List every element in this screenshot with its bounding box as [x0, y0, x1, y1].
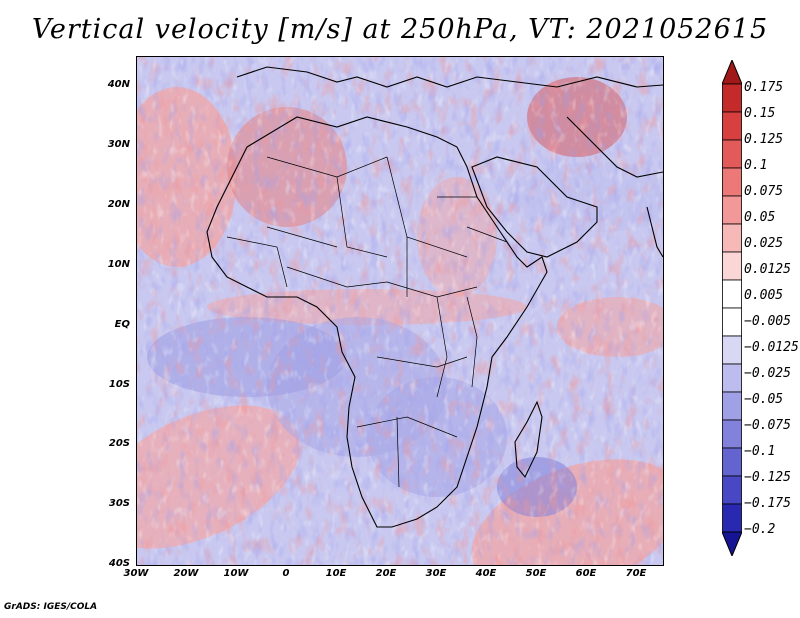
lon-label: 20W [173, 568, 199, 579]
colorbar-segment [722, 307, 742, 337]
colorbar-segment [722, 363, 742, 393]
colorbar-label: −0.125 [744, 470, 791, 485]
lat-label: 20N [107, 199, 130, 210]
colorbar-segment [722, 503, 742, 533]
colorbar-label: 0.005 [744, 288, 784, 303]
footer-credit: GrADS: IGES/COLA [4, 602, 98, 612]
lon-label: 30E [425, 568, 447, 579]
country-borders [226, 156, 508, 488]
colorbar-label: 0.05 [744, 210, 776, 225]
colorbar-label: −0.005 [744, 314, 791, 329]
colorbar-label: 0.15 [744, 106, 776, 121]
colorbar-label: −0.05 [744, 392, 784, 407]
colorbar-segment [722, 167, 742, 197]
colorbar-label: 0.1 [744, 158, 768, 173]
lon-label: 10W [223, 568, 249, 579]
lon-label: 40E [475, 568, 497, 579]
colorbar-label: 0.175 [744, 80, 784, 95]
colorbar-segment [722, 391, 742, 421]
colorbar-segment [722, 251, 742, 281]
colorbar-segment [722, 335, 742, 365]
lat-label: 30N [107, 139, 130, 150]
colorbar-label: −0.075 [744, 418, 791, 433]
colorbar [722, 60, 742, 556]
lat-label: 20S [108, 438, 130, 449]
lon-label: 20E [375, 568, 397, 579]
lat-label: 40S [108, 558, 130, 569]
colorbar-label: 0.075 [744, 184, 784, 199]
colorbar-top-arrow [722, 60, 742, 85]
lon-label: 30W [123, 568, 149, 579]
colorbar-segment [722, 195, 742, 225]
lon-label: 0 [282, 568, 290, 579]
lat-label: 30S [108, 498, 130, 509]
lon-label: 10E [325, 568, 347, 579]
colorbar-label: 0.0125 [744, 262, 791, 277]
colorbar-segment [722, 223, 742, 253]
colorbar-label: −0.2 [744, 522, 776, 537]
colorbar-label: 0.125 [744, 132, 784, 147]
colorbar-segment [722, 419, 742, 449]
lat-label: EQ [114, 319, 130, 330]
colorbar-segment [722, 139, 742, 169]
colorbar-segment [722, 111, 742, 141]
velocity-map [136, 56, 664, 566]
chart-title: Vertical velocity [m/s] at 250hPa, VT: 2… [31, 14, 769, 45]
lat-label: 10N [107, 259, 130, 270]
coastlines [206, 66, 663, 528]
colorbar-segment [722, 475, 742, 505]
colorbar-label: −0.025 [744, 366, 791, 381]
colorbar-bottom-arrow [722, 531, 742, 556]
lon-label: 70E [625, 568, 647, 579]
lon-label: 50E [525, 568, 547, 579]
colorbar-segment [722, 83, 742, 113]
colorbar-segment [722, 447, 742, 477]
lon-label: 60E [575, 568, 597, 579]
colorbar-label: 0.025 [744, 236, 784, 251]
lat-label: 40N [107, 79, 130, 90]
lat-label: 10S [108, 379, 130, 390]
colorbar-label: −0.1 [744, 444, 776, 459]
colorbar-segment [722, 279, 742, 309]
velocity-field [137, 57, 663, 565]
colorbar-label: −0.175 [744, 496, 791, 511]
colorbar-label: −0.0125 [744, 340, 799, 355]
